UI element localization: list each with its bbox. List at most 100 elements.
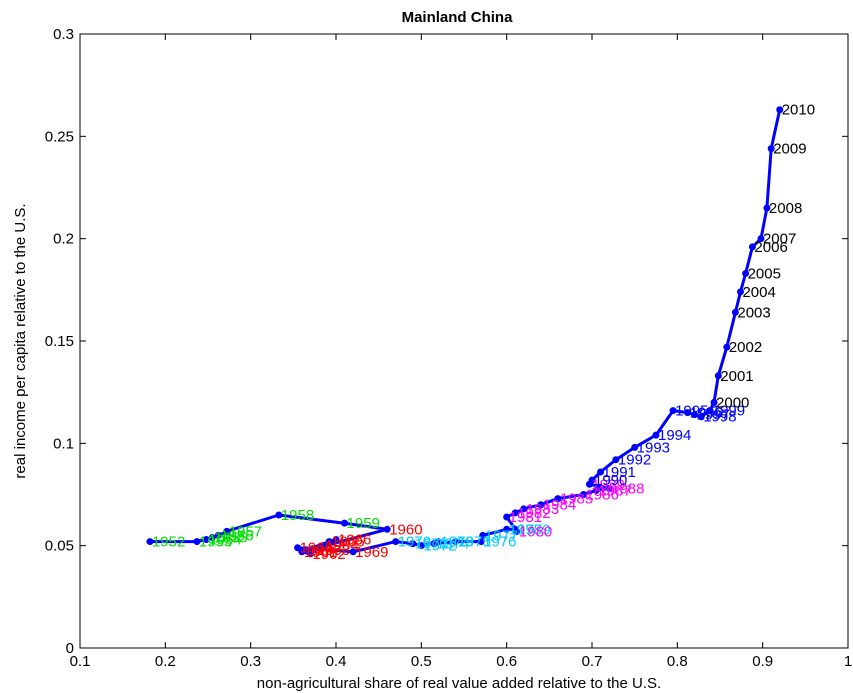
y-tick-label: 0.1 xyxy=(53,435,74,452)
series-trajectory xyxy=(146,106,784,558)
year-label-1969: 1969 xyxy=(355,544,388,561)
year-label-1999: 1999 xyxy=(712,403,745,420)
x-tick-label: 0.4 xyxy=(326,653,347,670)
year-label-1989: 1989 xyxy=(591,476,624,493)
data-point-1955 xyxy=(208,533,216,541)
data-point-1970 xyxy=(392,538,400,546)
year-label-1952: 1952 xyxy=(152,534,185,551)
data-point-2003 xyxy=(731,308,739,316)
x-tick-label: 0.2 xyxy=(155,653,176,670)
data-point-1958 xyxy=(275,511,283,519)
data-point-1971 xyxy=(409,540,417,548)
data-point-1954 xyxy=(202,536,210,544)
year-label-1995: 1995 xyxy=(675,403,708,420)
year-label-1970: 1970 xyxy=(398,534,431,551)
year-label-1994: 1994 xyxy=(658,427,691,444)
year-label-1990: 1990 xyxy=(594,472,627,489)
chart-title: Mainland China xyxy=(402,9,513,26)
year-label-1972: 1972 xyxy=(423,538,456,555)
data-point-1963 xyxy=(311,546,319,554)
x-tick-label: 0.3 xyxy=(240,653,261,670)
data-point-1972 xyxy=(417,542,425,550)
data-point-1988 xyxy=(605,484,613,492)
year-label-1973: 1973 xyxy=(440,534,473,551)
year-label-1993: 1993 xyxy=(637,439,670,456)
year-label-2003: 2003 xyxy=(737,304,770,321)
year-label-2004: 2004 xyxy=(742,284,775,301)
year-label-1987: 1987 xyxy=(598,482,631,499)
data-point-1975 xyxy=(451,538,459,546)
x-axis: 0.1 0.2 0.3 0.4 0.5 0.6 0.7 0.8 0.9 1 xyxy=(70,34,852,670)
year-label-1960: 1960 xyxy=(389,521,422,538)
y-tick-label: 0.2 xyxy=(53,231,74,248)
year-label-1984: 1984 xyxy=(543,497,576,514)
data-point-1957 xyxy=(223,527,231,535)
data-point-2009 xyxy=(767,145,775,153)
data-point-1965 xyxy=(325,538,333,546)
data-point-1968 xyxy=(294,544,302,552)
year-label-1967: 1967 xyxy=(308,542,341,559)
year-label-1981: 1981 xyxy=(509,509,542,526)
year-label-1956: 1956 xyxy=(220,527,253,544)
y-tick-label: 0 xyxy=(66,640,74,657)
data-point-1986 xyxy=(579,491,587,498)
year-label-2001: 2001 xyxy=(720,368,753,385)
year-label-1983: 1983 xyxy=(526,501,559,518)
data-point-2005 xyxy=(742,269,750,277)
year-label-1962: 1962 xyxy=(312,546,345,563)
data-point-1976 xyxy=(477,538,485,546)
data-point-2004 xyxy=(736,288,744,296)
year-label-1974: 1974 xyxy=(436,536,469,553)
data-point-2007 xyxy=(757,235,765,243)
year-label-1964: 1964 xyxy=(325,538,358,555)
data-point-2001 xyxy=(714,372,722,380)
data-point-2008 xyxy=(763,204,771,212)
y-tick-label: 0.15 xyxy=(45,333,74,350)
year-label-2010: 2010 xyxy=(782,102,815,119)
data-point-1996 xyxy=(684,409,692,417)
year-label-1971: 1971 xyxy=(415,536,448,553)
data-point-1980 xyxy=(513,527,521,535)
x-axis-label: non-agricultural share of real value add… xyxy=(257,675,661,692)
data-point-1984 xyxy=(537,501,545,509)
year-label-1976: 1976 xyxy=(483,534,516,551)
data-point-2002 xyxy=(723,343,731,351)
data-point-1995 xyxy=(669,407,677,415)
year-label-1957: 1957 xyxy=(229,523,262,540)
data-point-1999 xyxy=(706,407,714,415)
x-tick-label: 0.6 xyxy=(496,653,517,670)
year-label-1959: 1959 xyxy=(347,515,380,532)
year-label-1953: 1953 xyxy=(199,534,232,551)
x-tick-label: 0.1 xyxy=(70,653,91,670)
year-label-1998: 1998 xyxy=(703,409,736,426)
x-tick-label: 1 xyxy=(844,653,852,670)
y-axis-label: real income per capita relative to the U… xyxy=(12,203,29,478)
data-point-1969 xyxy=(349,548,357,556)
x-tick-label: 0.8 xyxy=(667,653,688,670)
year-label-1988: 1988 xyxy=(611,480,644,497)
year-label-1978: 1978 xyxy=(509,521,542,538)
year-label-1966: 1966 xyxy=(338,532,371,549)
year-label-1996: 1996 xyxy=(690,405,723,422)
year-label-1982: 1982 xyxy=(517,505,550,522)
data-point-1967 xyxy=(302,546,310,554)
data-point-1959 xyxy=(341,519,349,527)
data-point-1983 xyxy=(520,505,528,513)
x-tick-label: 0.5 xyxy=(411,653,432,670)
data-point-1956 xyxy=(214,531,222,539)
data-point-2006 xyxy=(748,243,756,251)
data-point-1960 xyxy=(383,525,391,533)
year-label-1975: 1975 xyxy=(457,534,490,551)
year-label-1958: 1958 xyxy=(281,507,314,524)
data-point-1990 xyxy=(588,476,596,484)
y-tick-label: 0.25 xyxy=(45,128,74,145)
year-label-1954: 1954 xyxy=(208,532,241,549)
data-point-1974 xyxy=(430,540,438,548)
data-point-1966 xyxy=(332,536,340,544)
data-point-1987 xyxy=(592,486,600,494)
year-label-1961: 1961 xyxy=(304,544,337,561)
year-label-1985: 1985 xyxy=(560,491,593,508)
y-tick-label: 0.05 xyxy=(45,538,74,555)
